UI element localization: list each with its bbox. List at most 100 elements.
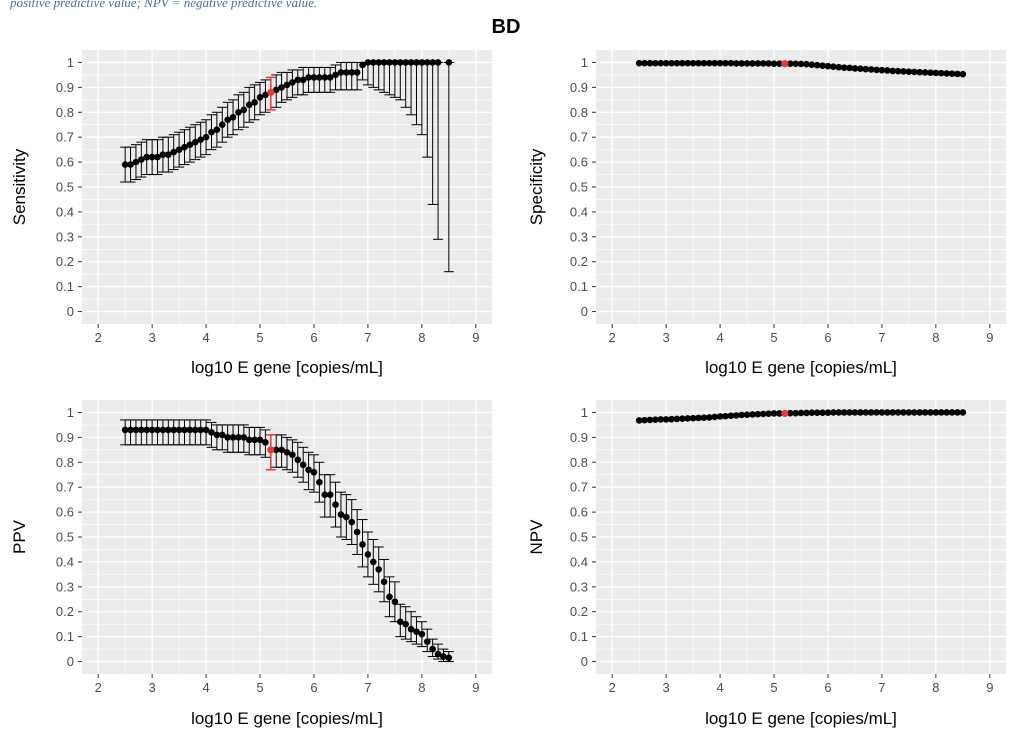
data-point bbox=[835, 63, 843, 71]
highlight-point bbox=[781, 409, 789, 418]
data-point bbox=[380, 59, 388, 66]
x-tick-label: 5 bbox=[770, 680, 777, 695]
data-point bbox=[186, 426, 194, 434]
y-tick-label: 0 bbox=[67, 304, 74, 319]
data-point bbox=[391, 598, 399, 606]
data-point bbox=[208, 429, 215, 436]
y-tick-label: 0 bbox=[67, 654, 74, 669]
data-point bbox=[873, 66, 880, 74]
data-point bbox=[127, 161, 134, 168]
data-point bbox=[873, 409, 880, 416]
data-point bbox=[256, 436, 264, 444]
data-point bbox=[337, 511, 345, 518]
data-point bbox=[738, 60, 745, 67]
y-tick-label: 0.5 bbox=[570, 530, 588, 545]
data-point bbox=[695, 414, 702, 422]
data-point bbox=[765, 410, 772, 418]
data-point bbox=[749, 60, 756, 67]
data-point bbox=[321, 491, 329, 498]
x-tick-label: 8 bbox=[932, 680, 939, 695]
x-axis-title: log10 E gene [copies/mL] bbox=[191, 709, 383, 728]
data-point bbox=[689, 59, 697, 67]
data-point bbox=[673, 59, 681, 67]
data-point bbox=[889, 67, 897, 75]
data-point bbox=[948, 70, 956, 77]
data-point bbox=[321, 74, 329, 81]
y-tick-label: 0.8 bbox=[570, 455, 588, 470]
data-point bbox=[711, 413, 718, 421]
data-point bbox=[846, 64, 853, 72]
x-tick-label: 7 bbox=[878, 680, 885, 695]
data-point bbox=[695, 59, 702, 67]
data-point bbox=[776, 410, 783, 417]
data-point bbox=[148, 153, 156, 161]
data-point bbox=[240, 106, 248, 114]
data-point bbox=[359, 61, 366, 69]
data-point bbox=[722, 59, 729, 67]
data-point bbox=[445, 654, 453, 662]
data-point bbox=[386, 593, 393, 601]
y-tick-label: 0.4 bbox=[570, 554, 588, 569]
y-tick-label: 0.7 bbox=[570, 480, 588, 495]
y-tick-label: 0.9 bbox=[56, 430, 74, 445]
data-point bbox=[213, 431, 221, 439]
data-point bbox=[867, 66, 875, 73]
data-point bbox=[121, 161, 129, 168]
data-point bbox=[830, 63, 837, 70]
y-tick-label: 0 bbox=[581, 304, 588, 319]
data-point bbox=[423, 638, 431, 645]
y-tick-label: 0.3 bbox=[570, 229, 588, 244]
data-point bbox=[679, 415, 686, 422]
data-point bbox=[813, 61, 821, 69]
y-tick-label: 0.6 bbox=[570, 155, 588, 170]
data-point bbox=[743, 60, 751, 67]
x-tick-label: 5 bbox=[256, 680, 263, 695]
data-point bbox=[262, 91, 269, 99]
data-point bbox=[689, 414, 697, 422]
y-tick-label: 0.4 bbox=[570, 204, 588, 219]
x-tick-label: 6 bbox=[310, 680, 317, 695]
data-point bbox=[840, 409, 848, 416]
y-tick-label: 0.1 bbox=[570, 279, 588, 294]
x-tick-label: 9 bbox=[472, 330, 479, 345]
data-point bbox=[705, 414, 713, 421]
data-point bbox=[878, 66, 886, 74]
x-tick-label: 2 bbox=[95, 330, 102, 345]
data-point bbox=[824, 62, 832, 70]
figure-title: BD bbox=[491, 16, 521, 38]
y-tick-label: 0.9 bbox=[56, 80, 74, 95]
data-point bbox=[894, 409, 902, 416]
data-point bbox=[251, 436, 258, 444]
data-point bbox=[364, 551, 372, 558]
data-point bbox=[786, 60, 794, 67]
data-point bbox=[413, 59, 420, 66]
y-tick-label: 0.6 bbox=[570, 505, 588, 520]
data-point bbox=[727, 59, 735, 67]
data-point bbox=[959, 409, 967, 416]
data-point bbox=[921, 409, 929, 416]
caption-fragment: positive predictive value; NPV = negativ… bbox=[10, 0, 318, 10]
data-point bbox=[819, 62, 826, 69]
y-tick-label: 0.6 bbox=[56, 155, 74, 170]
data-point bbox=[759, 60, 767, 67]
y-tick-label: 0.4 bbox=[56, 204, 74, 219]
data-point bbox=[337, 69, 345, 76]
y-tick-label: 0.8 bbox=[56, 105, 74, 120]
data-point bbox=[283, 449, 291, 456]
data-point bbox=[272, 86, 280, 94]
y-axis-title: NPV bbox=[527, 519, 546, 555]
x-tick-label: 6 bbox=[310, 330, 317, 345]
data-point bbox=[830, 409, 837, 416]
data-point bbox=[808, 61, 816, 68]
data-point bbox=[900, 409, 907, 416]
data-point bbox=[662, 416, 670, 423]
data-point bbox=[245, 101, 253, 109]
data-point bbox=[224, 434, 231, 441]
data-point bbox=[429, 645, 436, 653]
data-point bbox=[154, 153, 161, 161]
data-point bbox=[684, 415, 692, 422]
data-point bbox=[910, 68, 918, 76]
data-point bbox=[652, 59, 659, 67]
y-tick-label: 1 bbox=[67, 55, 74, 70]
data-point bbox=[679, 59, 686, 67]
